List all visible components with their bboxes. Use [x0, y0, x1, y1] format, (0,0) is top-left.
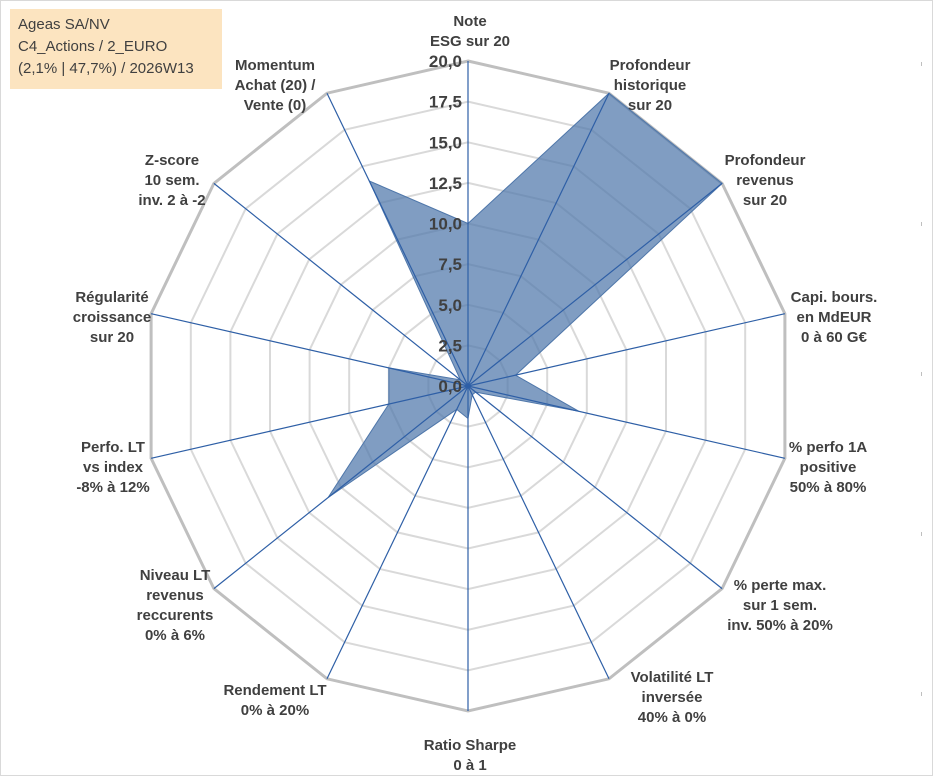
- axis-label-line: revenus: [736, 172, 794, 189]
- spoke-line: [150, 385, 469, 459]
- axis-label: Ratio Sharpe 0 à 1: [424, 737, 517, 774]
- axis-label-line: Momentum: [235, 57, 315, 74]
- axis-label: Note ESG sur 20: [430, 13, 510, 50]
- frame-tick: [921, 62, 922, 66]
- axis-label-line: revenus: [146, 587, 204, 604]
- spoke-layer: [150, 61, 786, 711]
- axis-label-line: sur 20: [743, 192, 787, 209]
- tick-label: 10,0: [429, 215, 462, 234]
- axis-label: Profondeur revenus sur 20: [725, 152, 806, 209]
- axis-label-line: positive: [800, 459, 857, 476]
- axis-label: Momentum Achat (20) / Vente (0): [235, 57, 317, 114]
- tick-label: 0,0: [438, 377, 462, 396]
- axis-label-line: Profondeur: [725, 152, 806, 169]
- spoke-line: [467, 313, 786, 387]
- axis-label-line: Profondeur: [610, 57, 691, 74]
- axis-label-line: inv. 50% à 20%: [727, 617, 833, 634]
- axis-label: Régularité croissance sur 20: [73, 289, 151, 346]
- axis-label-line: Perfo. LT: [81, 439, 145, 456]
- axis-label-line: % perte max.: [734, 577, 827, 594]
- info-company: Ageas SA/NV: [18, 16, 110, 33]
- axis-label-line: inv. 2 à -2: [138, 192, 205, 209]
- info-box: Ageas SA/NV C4_Actions / 2_EURO (2,1% | …: [10, 9, 222, 89]
- axis-label-line: en MdEUR: [797, 309, 872, 326]
- axis-label-layer: Note ESG sur 20 Profondeur historique sur 20…: [73, 13, 878, 774]
- axis-label-line: 0% à 6%: [145, 627, 205, 644]
- axis-label-line: 0% à 20%: [241, 702, 309, 719]
- axis-label-line: Volatilité LT: [631, 669, 714, 686]
- tick-label: 7,5: [438, 255, 462, 274]
- axis-label-line: -8% à 12%: [76, 479, 149, 496]
- axis-label-line: vs index: [83, 459, 144, 476]
- axis-label-line: 10 sem.: [144, 172, 199, 189]
- spoke-line: [213, 182, 469, 387]
- tick-layer: 0,0 2,5 5,0 7,5 10,0 12,5 15,0 17,5 20,0: [429, 52, 462, 396]
- axis-label-line: Achat (20) /: [235, 77, 317, 94]
- spoke-line: [213, 385, 469, 590]
- info-stats: (2,1% | 47,7%) / 2026W13: [18, 60, 194, 77]
- axis-label-line: 0 à 1: [453, 757, 486, 774]
- axis-label-line: Ratio Sharpe: [424, 737, 517, 754]
- axis-label: Volatilité LT inversée 40% à 0%: [631, 669, 714, 726]
- axis-label-line: inversée: [642, 689, 703, 706]
- axis-label: Perfo. LT vs index -8% à 12%: [76, 439, 149, 496]
- spoke-line: [467, 385, 610, 680]
- axis-label-line: croissance: [73, 309, 151, 326]
- axis-label: Niveau LT revenus reccurents 0% à 6%: [137, 567, 214, 644]
- spoke-line: [467, 182, 723, 387]
- axis-label: % perfo 1A positive 50% à 80%: [789, 439, 868, 496]
- axis-label-line: Capi. bours.: [791, 289, 878, 306]
- tick-label: 5,0: [438, 296, 462, 315]
- info-category: C4_Actions / 2_EURO: [18, 38, 168, 55]
- frame-tick: [921, 692, 922, 696]
- axis-label-line: 0 à 60 G€: [801, 329, 868, 346]
- axis-label: Profondeur historique sur 20: [610, 57, 691, 114]
- axis-label-line: Niveau LT: [140, 567, 211, 584]
- axis-label-line: sur 20: [628, 97, 672, 114]
- axis-label-line: Régularité: [75, 289, 148, 306]
- axis-label: Capi. bours. en MdEUR 0 à 60 G€: [791, 289, 878, 346]
- axis-label-line: % perfo 1A: [789, 439, 868, 456]
- axis-label-line: sur 20: [90, 329, 134, 346]
- axis-label: % perte max. sur 1 sem. inv. 50% à 20%: [727, 577, 833, 634]
- tick-label: 17,5: [429, 93, 462, 112]
- frame-tick: [921, 532, 922, 536]
- axis-label-line: 50% à 80%: [790, 479, 867, 496]
- tick-label: 20,0: [429, 52, 462, 71]
- axis-label-line: Z-score: [145, 152, 199, 169]
- axis-label-line: Rendement LT: [223, 682, 326, 699]
- axis-label-line: 40% à 0%: [638, 709, 706, 726]
- axis-label: Rendement LT 0% à 20%: [223, 682, 326, 719]
- axis-label-line: historique: [614, 77, 687, 94]
- tick-label: 12,5: [429, 174, 462, 193]
- axis-label-line: sur 1 sem.: [743, 597, 817, 614]
- frame-tick: [921, 372, 922, 376]
- spoke-line: [150, 313, 469, 387]
- axis-label-line: ESG sur 20: [430, 33, 510, 50]
- tick-label: 2,5: [438, 336, 462, 355]
- frame-tick: [921, 222, 922, 226]
- spoke-line: [467, 385, 723, 590]
- axis-label-line: Note: [453, 13, 486, 30]
- axis-label-line: Vente (0): [244, 97, 307, 114]
- tick-label: 15,0: [429, 133, 462, 152]
- spoke-line: [326, 385, 469, 680]
- axis-label: Z-score 10 sem. inv. 2 à -2: [138, 152, 205, 209]
- axis-label-line: reccurents: [137, 607, 214, 624]
- spoke-line: [326, 92, 469, 387]
- spoke-line: [467, 92, 610, 387]
- spoke-line: [467, 385, 786, 459]
